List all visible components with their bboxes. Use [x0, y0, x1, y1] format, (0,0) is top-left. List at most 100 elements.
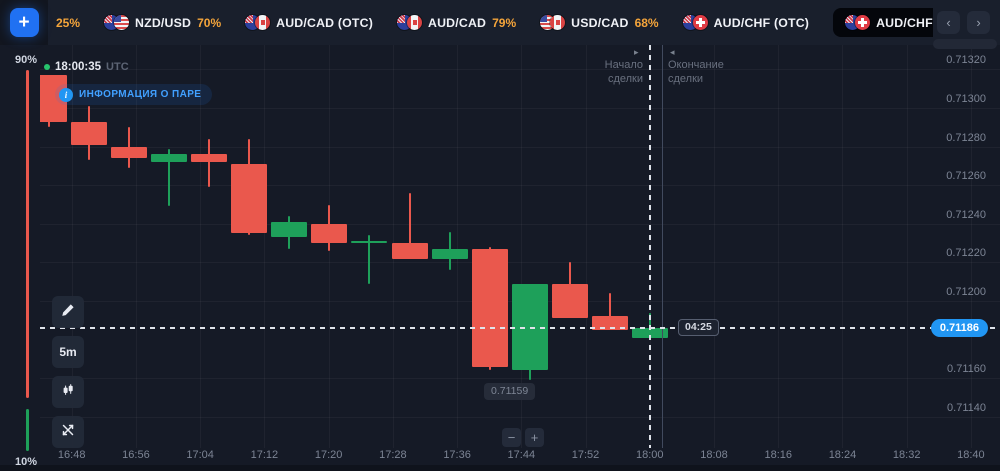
payout-percent: 79%	[492, 15, 517, 30]
payout-percent: 68%	[634, 15, 659, 30]
candle-body	[592, 316, 628, 330]
candle-body	[191, 154, 227, 163]
switzerland-flag-icon	[692, 15, 708, 30]
time-axis-label: 16:48	[57, 449, 86, 461]
candlestick-chart[interactable]: 18:00:35 UTC i ИНФОРМАЦИЯ О ПАРЕ Начало …	[40, 45, 1000, 448]
pair-tab[interactable]: AUD/CAD 79%	[397, 15, 516, 30]
time-axis-label: 17:28	[379, 449, 407, 461]
info-icon: i	[59, 87, 73, 102]
candle-body	[271, 221, 308, 238]
zoom-out-button[interactable]: −	[502, 428, 521, 447]
vertical-gridline	[264, 45, 266, 448]
trade-start-label-line1: Начало	[604, 59, 643, 71]
trade-start-label-line2: сделки	[607, 73, 643, 85]
horizontal-gridline	[40, 223, 1000, 225]
horizontal-gridline	[40, 69, 1000, 71]
trade-end-label-line1: Окончание	[668, 59, 724, 71]
candle-body	[110, 146, 147, 159]
server-clock: 18:00:35 UTC	[44, 61, 129, 73]
vertical-gridline	[71, 45, 73, 448]
zoom-in-button[interactable]: +	[525, 428, 544, 447]
pair-tab[interactable]: AUD/CAD (OTC)	[245, 15, 373, 30]
canada-flag-icon	[407, 15, 422, 30]
asset-tabs: 25% NZD/USD 70% AUD/CAD (OTC) AUD/CAD 79% USD/…	[48, 8, 933, 37]
trade-end-line	[662, 45, 663, 448]
time-axis-label: 18:24	[828, 449, 857, 461]
price-axis-label: 0.71300	[946, 93, 986, 105]
time-axis-label: 18:16	[764, 449, 792, 461]
usa-flag-icon	[114, 15, 130, 30]
pair-label: AUD/CAD	[428, 15, 487, 30]
trade-start-label: Начало сделки	[563, 58, 643, 86]
candle-body	[70, 121, 107, 145]
price-axis-label: 0.71320	[946, 54, 986, 67]
pair-flags-icon	[540, 15, 566, 30]
candle-body	[311, 223, 348, 244]
horizontal-gridline	[40, 262, 1000, 264]
candle-wick	[408, 192, 411, 259]
vertical-gridline	[521, 45, 523, 448]
clock-time: 18:00:35	[55, 61, 102, 73]
price-axis-label: 0.71140	[947, 401, 986, 414]
price-axis-label: 0.71220	[946, 247, 986, 260]
time-axis-label: 18:00	[636, 449, 664, 461]
add-asset-area: +	[0, 0, 48, 45]
pair-label: AUD/CAD (OTC)	[276, 15, 373, 30]
candle-body	[231, 163, 268, 234]
pair-tab[interactable]: AUD/CHF (OTC)	[682, 15, 810, 30]
candle-wick	[208, 138, 210, 188]
pair-flags-icon	[397, 15, 422, 30]
pair-tab[interactable]: 25%	[56, 16, 80, 30]
candle-wick	[609, 293, 611, 330]
time-axis-label: 17:44	[507, 449, 536, 461]
vertical-gridline	[778, 45, 780, 448]
chart-type-button[interactable]	[52, 376, 84, 408]
vertical-gridline	[970, 45, 972, 448]
tabs-scroll-right-button[interactable]: ›	[967, 11, 990, 34]
time-axis-label: 17:52	[571, 449, 600, 461]
pair-tab-selected[interactable]: AUD/CHF	[833, 8, 933, 37]
time-axis-label: 18:32	[892, 449, 921, 461]
candle-body	[431, 248, 468, 259]
pair-tab[interactable]: USD/CAD 68%	[540, 15, 659, 30]
low-price-marker: 0.71159	[484, 383, 536, 400]
time-axis-label: 17:36	[443, 449, 471, 461]
current-price-line	[40, 327, 1000, 330]
add-asset-button[interactable]: +	[9, 8, 39, 37]
time-axis: 16:48 16:56 17:04 17:12 17:20 17:28 17:36 17:44…	[40, 449, 1000, 467]
pencil-icon	[61, 303, 75, 322]
sentiment-buy-bar	[26, 409, 29, 451]
horizontal-gridline	[40, 108, 1000, 109]
pair-tab[interactable]: NZD/USD 70%	[104, 15, 221, 30]
vertical-gridline	[842, 45, 844, 448]
tab-scrollbar[interactable]	[933, 39, 997, 49]
time-axis-label: 18:40	[957, 449, 985, 461]
price-axis-label: 0.71160	[947, 363, 986, 376]
pair-label: AUD/CHF	[876, 15, 933, 30]
time-axis-label: 18:08	[700, 449, 728, 461]
pair-info-button[interactable]: i ИНФОРМАЦИЯ О ПАРЕ	[55, 84, 213, 105]
trade-end-label: Окончание сделки	[668, 58, 758, 86]
tabs-scroll-left-button[interactable]: ‹	[937, 11, 960, 34]
timeframe-button[interactable]: 5m	[52, 336, 84, 368]
sentiment-gauge: 90% 10%	[0, 45, 40, 471]
horizontal-gridline	[40, 146, 1000, 148]
drawing-tools-button[interactable]	[52, 296, 84, 328]
price-axis-label: 0.71200	[946, 286, 986, 298]
indicators-button[interactable]	[52, 416, 84, 448]
time-axis-label: 17:20	[314, 449, 343, 461]
trade-start-arrow-icon: ▸	[634, 47, 639, 57]
candles-icon	[61, 383, 75, 402]
horizontal-gridline	[40, 416, 1000, 418]
vertical-gridline	[200, 45, 202, 448]
current-price-badge: 0.71186	[930, 319, 988, 338]
payout-percent: 70%	[197, 15, 222, 30]
pair-label: USD/CAD	[571, 15, 629, 30]
vertical-gridline	[585, 45, 587, 448]
horizontal-gridline	[40, 378, 1000, 380]
vertical-gridline	[714, 45, 715, 448]
price-axis-label: 0.71280	[946, 131, 986, 144]
pair-label: NZD/USD	[135, 15, 192, 30]
vertical-gridline	[906, 45, 908, 448]
time-axis-label: 16:56	[122, 449, 150, 461]
